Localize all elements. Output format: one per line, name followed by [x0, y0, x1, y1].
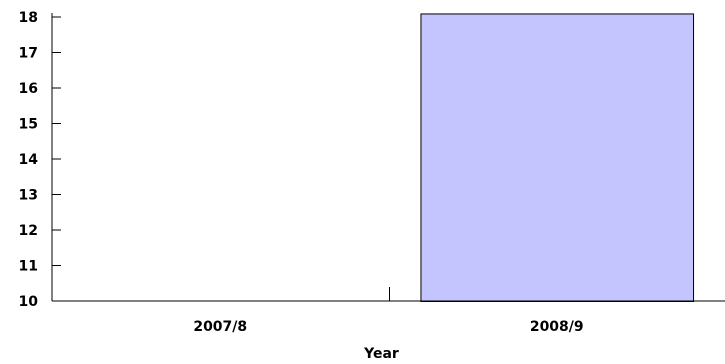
y-tick-label: 12 — [19, 223, 38, 239]
y-axis-ticks: 10 11 12 13 14 15 16 17 18 — [19, 10, 61, 310]
x-axis-title: Year — [363, 346, 399, 362]
y-tick-label: 16 — [19, 81, 38, 97]
bars-group — [420, 13, 695, 302]
y-tick-label: 17 — [19, 46, 38, 62]
y-tick-label: 15 — [19, 117, 38, 133]
x-tick-label: 2008/9 — [530, 319, 584, 335]
y-tick-label: 10 — [19, 294, 39, 310]
x-axis-ticks: 2007/8 2008/9 — [193, 287, 584, 335]
y-tick-label: 11 — [19, 259, 38, 275]
x-tick-label: 2007/8 — [193, 319, 247, 335]
bar-2008-9 — [420, 13, 695, 302]
y-tick-label: 14 — [19, 152, 39, 168]
y-tick-label: 13 — [19, 188, 38, 204]
y-tick-label: 18 — [19, 10, 38, 26]
